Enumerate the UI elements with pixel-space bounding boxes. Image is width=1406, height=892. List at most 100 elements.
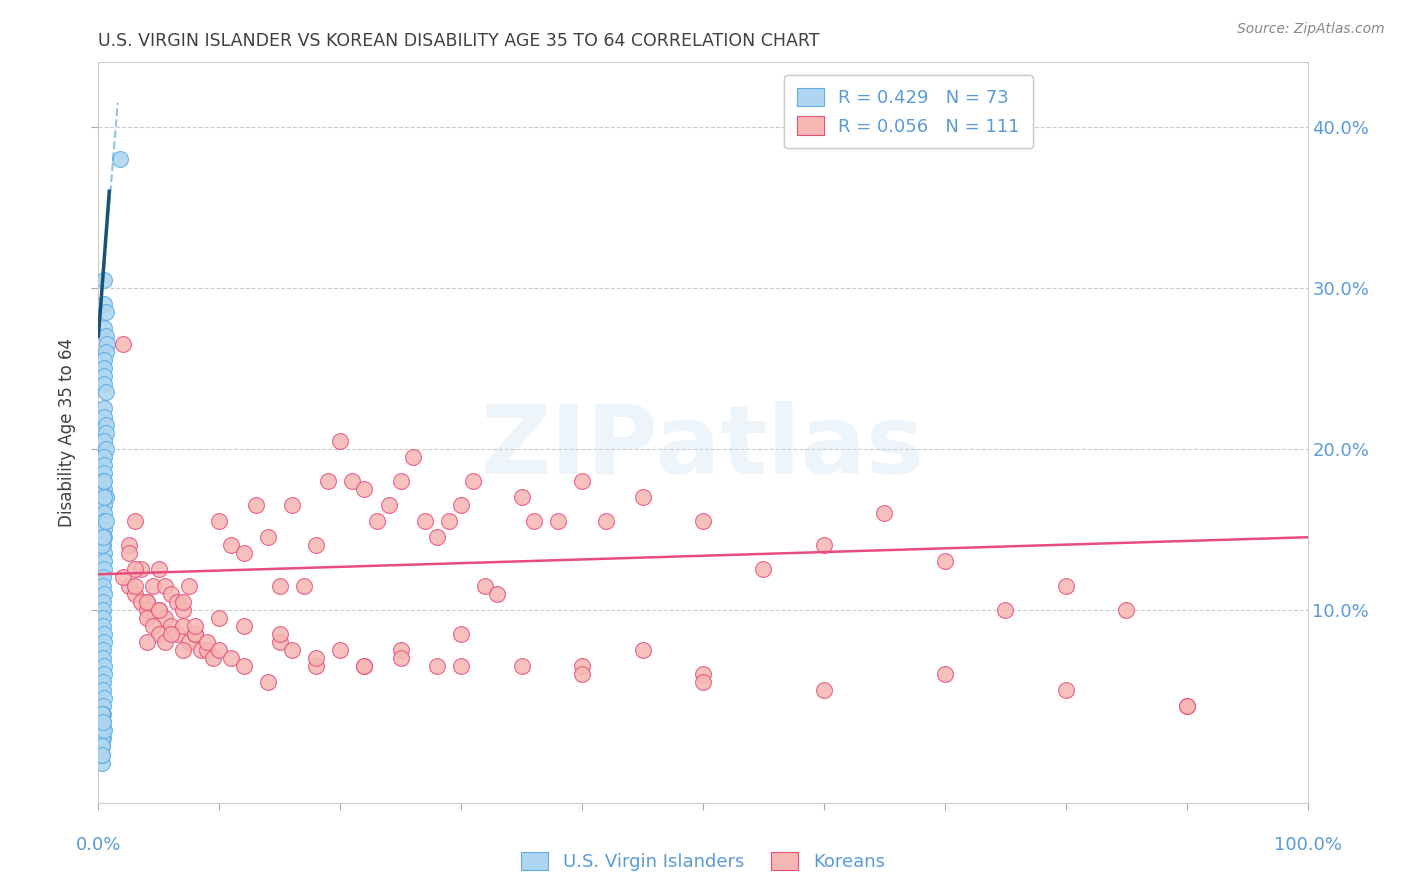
Point [91,570,114,584]
Legend: U.S. Virgin Islanders, Koreans: U.S. Virgin Islanders, Koreans [515,845,891,879]
Point [91,723,114,738]
Point [153,578,176,592]
Point [353,659,375,673]
Point [93,554,115,568]
Point [305,651,328,665]
Point [813,538,835,552]
Point [93,361,115,376]
Point [523,514,546,528]
Point [94,305,117,319]
Point [166,627,188,641]
Point [160,619,183,633]
Point [245,498,267,512]
Point [129,594,152,608]
Point [91,715,114,730]
Point [91,739,114,754]
Point [256,530,278,544]
Point [91,747,114,762]
Point [160,586,183,600]
Point [179,635,201,649]
Point [1054,578,1077,592]
Point [934,554,956,568]
Point [93,546,115,560]
Point [91,739,114,754]
Point [93,522,115,536]
Point [91,651,114,665]
Point [91,530,114,544]
Point [160,627,183,641]
Point [450,498,472,512]
Point [510,490,533,504]
Point [91,474,114,488]
Point [153,635,176,649]
Point [148,562,170,576]
Point [124,586,146,600]
Point [595,514,617,528]
Point [91,602,114,616]
Point [1054,683,1077,698]
Point [93,562,115,576]
Point [94,345,117,359]
Point [91,619,114,633]
Point [190,643,212,657]
Point [96,337,118,351]
Point [172,619,194,633]
Point [148,602,170,616]
Point [353,482,375,496]
Point [93,498,115,512]
Point [692,514,714,528]
Point [93,401,115,416]
Point [389,643,412,657]
Point [135,610,157,624]
Point [91,643,114,657]
Y-axis label: Disability Age 35 to 64: Disability Age 35 to 64 [58,338,76,527]
Point [184,627,207,641]
Point [148,627,170,641]
Point [93,369,115,384]
Point [118,546,141,560]
Text: ZIPatlas: ZIPatlas [481,401,925,494]
Point [221,538,243,552]
Point [93,514,115,528]
Point [450,627,472,641]
Point [547,514,569,528]
Point [93,273,115,287]
Point [172,643,194,657]
Point [135,594,157,608]
Point [208,643,231,657]
Point [91,610,114,624]
Point [179,578,201,592]
Point [93,321,115,335]
Point [124,514,146,528]
Point [1175,699,1198,714]
Point [91,707,114,722]
Point [692,667,714,681]
Point [94,425,117,440]
Point [389,474,412,488]
Point [281,498,304,512]
Point [142,619,165,633]
Point [269,635,291,649]
Point [93,635,115,649]
Text: Source: ZipAtlas.com: Source: ZipAtlas.com [1237,22,1385,37]
Point [208,610,231,624]
Point [93,667,115,681]
Point [91,699,114,714]
Point [752,562,775,576]
Point [111,570,134,584]
Point [413,514,436,528]
Point [329,643,352,657]
Text: U.S. VIRGIN ISLANDER VS KOREAN DISABILITY AGE 35 TO 64 CORRELATION CHART: U.S. VIRGIN ISLANDER VS KOREAN DISABILIT… [98,32,820,50]
Point [463,474,485,488]
Point [93,409,115,424]
Point [111,337,134,351]
Point [202,651,225,665]
Point [221,651,243,665]
Point [124,562,146,576]
Point [426,530,449,544]
Point [377,498,399,512]
Legend: R = 0.429   N = 73, R = 0.056   N = 111: R = 0.429 N = 73, R = 0.056 N = 111 [785,75,1032,148]
Point [692,675,714,690]
Point [93,353,115,368]
Point [571,667,593,681]
